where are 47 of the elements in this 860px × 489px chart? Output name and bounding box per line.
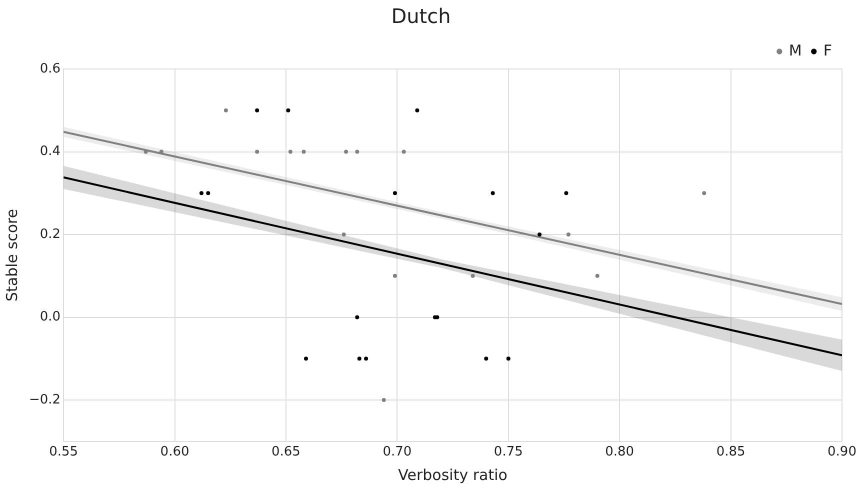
point xyxy=(415,108,420,112)
point xyxy=(357,356,362,361)
point xyxy=(206,191,210,196)
x-axis-title: Verbosity ratio xyxy=(398,466,508,484)
point xyxy=(564,191,568,196)
point xyxy=(364,356,368,361)
x-tick-label: 0.60 xyxy=(160,444,190,460)
point xyxy=(224,108,228,112)
y-tick-label: 0.0 xyxy=(40,310,61,325)
y-tick-label: 0.6 xyxy=(40,61,61,76)
point xyxy=(288,150,292,154)
point xyxy=(199,191,204,196)
point xyxy=(355,315,360,320)
point xyxy=(595,274,600,278)
y-tick-label: 0.2 xyxy=(40,226,61,242)
legend-label: F xyxy=(823,41,832,60)
point xyxy=(344,150,348,154)
legend-label: M xyxy=(788,41,802,60)
x-tick-label: 0.90 xyxy=(828,444,856,460)
point xyxy=(392,274,397,278)
point xyxy=(355,150,360,154)
point xyxy=(392,191,397,196)
point xyxy=(255,150,260,154)
point xyxy=(484,356,488,361)
point xyxy=(304,356,308,361)
point xyxy=(402,150,406,154)
point xyxy=(470,274,475,278)
x-tick-label: 0.65 xyxy=(272,444,300,460)
y-axis-title: Stable score xyxy=(2,208,21,302)
point xyxy=(490,191,495,196)
point xyxy=(255,108,260,112)
x-tick-label: 0.75 xyxy=(494,444,523,460)
y-tick-label: 0.4 xyxy=(40,144,61,160)
point xyxy=(286,108,290,112)
point xyxy=(702,191,706,196)
y-tick-label: −0.2 xyxy=(28,392,61,408)
x-tick-label: 0.80 xyxy=(605,444,634,460)
x-tick-label: 0.85 xyxy=(716,444,746,460)
x-tick-label: 0.55 xyxy=(49,444,78,460)
point xyxy=(566,232,570,237)
point xyxy=(382,398,386,402)
point xyxy=(302,150,306,154)
x-tick-label: 0.70 xyxy=(382,444,412,460)
point xyxy=(342,232,346,237)
point xyxy=(538,232,542,237)
chart-title: Dutch xyxy=(391,4,451,28)
point xyxy=(506,356,510,361)
